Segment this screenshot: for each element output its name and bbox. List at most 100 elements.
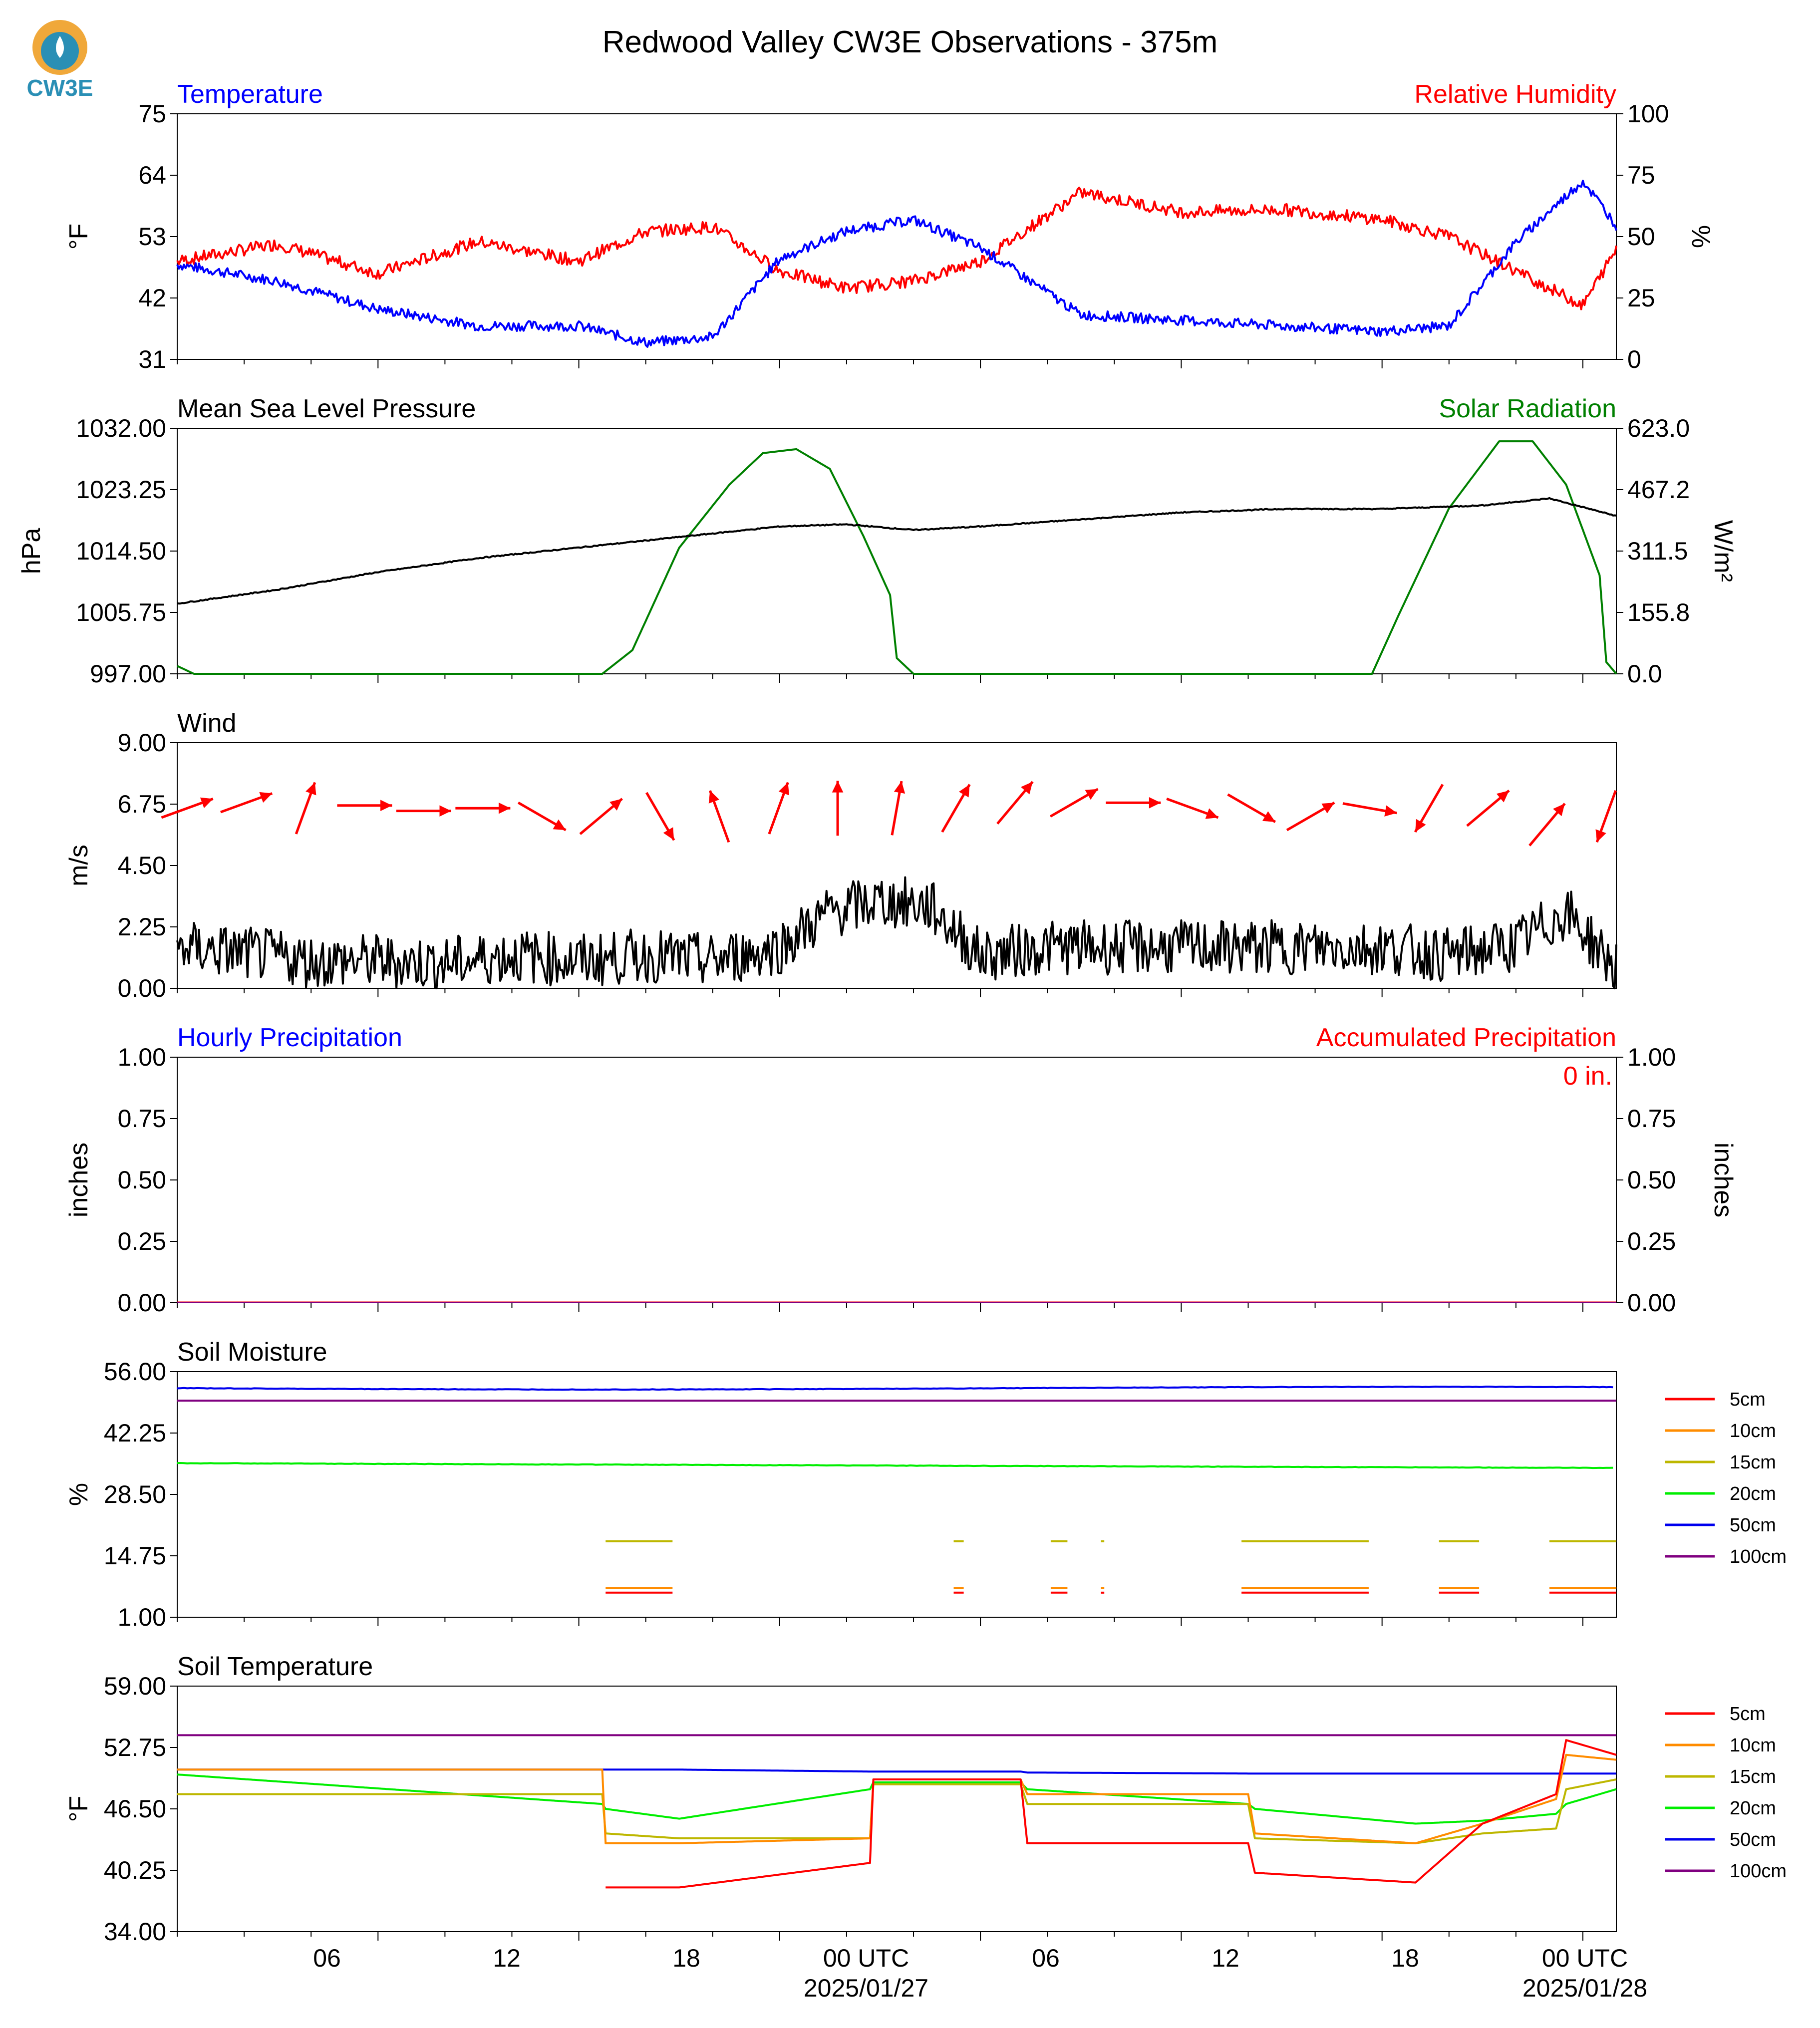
- legend-label: 10cm: [1730, 1735, 1776, 1756]
- series-st-10cm: [177, 1753, 1617, 1844]
- y-tick-label: 0.00: [118, 974, 166, 1002]
- y-tick-label: 53: [138, 223, 166, 251]
- y-tick-label: 6.75: [118, 790, 166, 818]
- wind-arrow-head: [200, 797, 213, 809]
- y-tick-label: 0.75: [118, 1105, 166, 1133]
- y-axis-label: °F: [64, 224, 93, 250]
- legend-label: 100cm: [1730, 1861, 1787, 1882]
- x-tick-label: 18: [672, 1944, 700, 1972]
- y-tick-label: 1.00: [118, 1043, 166, 1071]
- y2-tick-label: 50: [1627, 223, 1655, 251]
- y-tick-label: 42.25: [104, 1419, 166, 1447]
- y2-tick-label: 0.50: [1627, 1166, 1676, 1194]
- wind-arrow-head: [305, 782, 316, 796]
- panel-title-left: Mean Sea Level Pressure: [177, 394, 476, 423]
- logo-drop-icon: [56, 36, 64, 58]
- wind-arrow-head: [1149, 797, 1161, 809]
- y2-tick-label: 311.5: [1627, 537, 1688, 565]
- y-tick-label: 28.50: [104, 1480, 166, 1508]
- x-tick-label: 18: [1391, 1944, 1419, 1972]
- legend: 5cm 10cm 15cm 20cm 50cm 100cm: [1665, 1704, 1787, 1882]
- y2-tick-label: 155.8: [1627, 598, 1690, 626]
- wind-arrow-head: [609, 799, 622, 811]
- legend-label: 50cm: [1730, 1829, 1776, 1850]
- y2-axis-label: W/m²: [1709, 520, 1738, 582]
- plot-frame: [177, 1371, 1617, 1618]
- y2-tick-label: 467.2: [1627, 476, 1690, 504]
- y2-tick-label: 1.00: [1627, 1043, 1676, 1071]
- panels: Temperature Relative Humidity 31 42 53 64 75 0 2…: [17, 80, 1787, 2002]
- x-tick-label: 12: [493, 1944, 521, 1972]
- legend-label: 100cm: [1730, 1546, 1787, 1567]
- legend-label: 20cm: [1730, 1798, 1776, 1819]
- y-tick-label: 0.50: [118, 1166, 166, 1194]
- y2-tick-label: 0.75: [1627, 1105, 1676, 1133]
- panel-soil-moisture: Soil Moisture 1.00 14.75 28.50 42.25 56.00%: [64, 1338, 1617, 1631]
- y-tick-label: 1032.00: [76, 414, 166, 442]
- panel-title-left: Temperature: [177, 80, 323, 109]
- y2-tick-label: 0: [1627, 345, 1641, 373]
- y-tick-label: 0.00: [118, 1289, 166, 1317]
- series-sm-50cm: [177, 1386, 1613, 1391]
- y2-tick-label: 623.0: [1627, 414, 1690, 442]
- series-sm-20cm: [177, 1462, 1613, 1469]
- y2-tick-label: 0.0: [1627, 660, 1662, 688]
- y2-tick-label: 100: [1627, 100, 1669, 128]
- y-axis-label: °F: [64, 1796, 93, 1822]
- series-wind-speed: [176, 876, 1617, 989]
- wind-arrow-head: [1085, 789, 1098, 800]
- y-tick-label: 46.50: [104, 1795, 166, 1823]
- x-tick-label: 00 UTC: [1542, 1944, 1628, 1972]
- y-tick-label: 59.00: [104, 1672, 166, 1700]
- y-axis-label: inches: [64, 1143, 93, 1217]
- wind-arrow-head: [498, 802, 511, 814]
- y2-tick-label: 75: [1627, 161, 1655, 189]
- logo-text: CW3E: [27, 75, 93, 101]
- x-date-label: 2025/01/27: [804, 1974, 928, 2002]
- x-date-label: 2025/01/28: [1522, 1974, 1647, 2002]
- y-tick-label: 14.75: [104, 1542, 166, 1570]
- y-axis-label: %: [64, 1483, 93, 1506]
- y-tick-label: 34.00: [104, 1918, 166, 1946]
- wind-arrow-head: [663, 827, 674, 841]
- y-tick-label: 40.25: [104, 1856, 166, 1884]
- legend-label: 15cm: [1730, 1766, 1776, 1787]
- plot-frame: [177, 1686, 1617, 1932]
- wind-arrow-head: [894, 781, 906, 794]
- series-st-20cm: [177, 1773, 1617, 1825]
- panel-title-left: Soil Moisture: [177, 1338, 327, 1367]
- y-tick-label: 75: [138, 100, 166, 128]
- legend-label: 20cm: [1730, 1483, 1776, 1504]
- panel-title-right: Solar Radiation: [1439, 394, 1616, 423]
- plot-frame: [177, 428, 1617, 674]
- legend-label: 15cm: [1730, 1452, 1776, 1473]
- wind-arrow-head: [1021, 782, 1033, 795]
- wind-arrow-head: [1415, 819, 1426, 832]
- panel-title-left: Hourly Precipitation: [177, 1023, 402, 1052]
- wind-arrow-head: [708, 790, 719, 804]
- legend-label: 5cm: [1730, 1704, 1766, 1725]
- accumulated-total-label: 0 in.: [1563, 1062, 1612, 1091]
- series-pressure: [177, 497, 1617, 605]
- legend-label: 50cm: [1730, 1515, 1776, 1536]
- y2-axis-label: %: [1686, 225, 1715, 248]
- panel-title-left: Soil Temperature: [177, 1652, 373, 1681]
- x-tick-label: 06: [1032, 1944, 1060, 1972]
- x-tick-label: 06: [313, 1944, 341, 1972]
- wind-arrow-head: [1595, 829, 1606, 843]
- y-tick-label: 64: [138, 161, 166, 189]
- series-solar-radiation: [177, 440, 1617, 675]
- wind-arrow-head: [1262, 811, 1275, 822]
- y-tick-label: 1005.75: [76, 598, 166, 626]
- y2-axis-label: inches: [1709, 1143, 1738, 1217]
- wind-arrow-head: [778, 782, 790, 796]
- wind-arrow-head: [958, 784, 970, 798]
- legend: 5cm 10cm 15cm 20cm 50cm 100cm: [1665, 1389, 1787, 1567]
- wind-arrow-head: [832, 781, 844, 793]
- y-axis-label: m/s: [64, 845, 93, 886]
- panel-pressure: Mean Sea Level Pressure Solar Radiation 99…: [17, 394, 1738, 688]
- wind-arrow-head: [1496, 790, 1510, 803]
- wind-arrow-head: [259, 792, 273, 803]
- y2-tick-label: 25: [1627, 284, 1655, 312]
